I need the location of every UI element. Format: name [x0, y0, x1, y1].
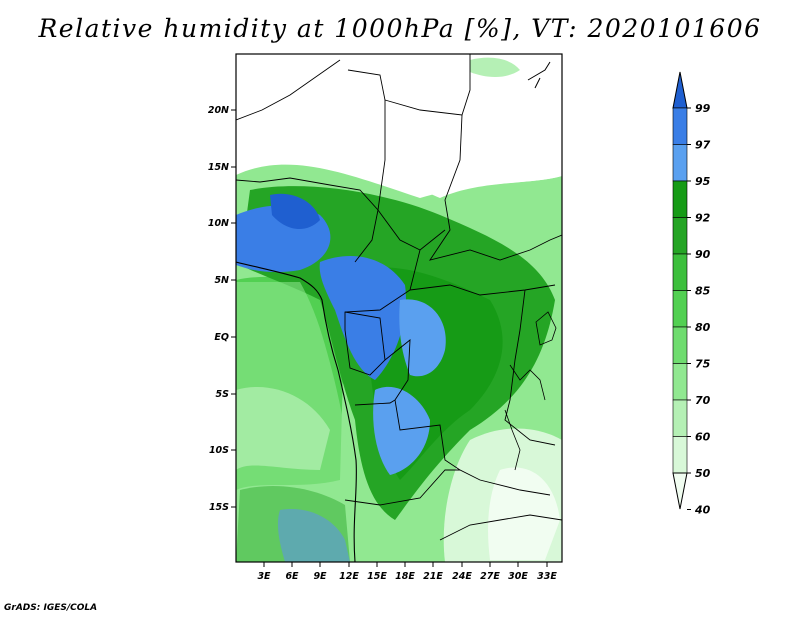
colorbar-label: 90 [695, 248, 711, 261]
lon-axis: 3E 6E 9E 12E 15E 18E 21E 24E 27E 30E 33E [257, 562, 557, 582]
colorbar-swatch [672, 217, 688, 255]
colorbar-label: 97 [695, 139, 711, 152]
colorbar-label: 50 [695, 467, 711, 480]
lat-label-10s: 10S [209, 445, 229, 456]
lon-label-6e: 6E [285, 571, 299, 582]
colorbar-swatch [672, 290, 688, 328]
lat-axis: 20N 15N 10N 5N EQ 5S 10S 15S [208, 105, 236, 513]
lat-label-20n: 20N [208, 105, 229, 116]
colorbar-swatch [672, 253, 688, 291]
lon-label-12e: 12E [339, 571, 359, 582]
lon-label-18e: 18E [395, 571, 415, 582]
colorbar-label: 85 [695, 285, 711, 298]
lat-label-eq: EQ [214, 332, 229, 343]
colorbar-label: 75 [695, 358, 711, 371]
lon-label-15e: 15E [367, 571, 387, 582]
lat-label-10n: 10N [208, 218, 229, 229]
colorbar-label: 92 [695, 212, 711, 225]
lat-label-15n: 15N [208, 162, 229, 173]
colorbar-label: 95 [695, 175, 711, 188]
colorbar-label: 80 [695, 321, 711, 334]
colorbar-swatch [672, 363, 688, 401]
colorbar-bottom-arrow [672, 472, 688, 510]
colorbar-swatch [672, 436, 688, 474]
lon-label-9e: 9E [313, 571, 327, 582]
colorbar-swatch [672, 326, 688, 364]
colorbar-label: 60 [695, 431, 711, 444]
colorbar-swatch [672, 144, 688, 182]
lat-label-5s: 5S [216, 389, 230, 400]
lon-label-33e: 33E [537, 571, 557, 582]
colorbar-swatch [672, 180, 688, 218]
map-panel [236, 54, 562, 562]
grads-credit: GrADS: IGES/COLA [4, 603, 98, 613]
map-frame [235, 53, 563, 563]
lon-label-27e: 27E [480, 571, 500, 582]
lon-label-24e: 24E [452, 571, 472, 582]
lat-label-5n: 5N [214, 275, 229, 286]
colorbar-label: 40 [694, 504, 711, 517]
colorbar-label: 99 [695, 102, 711, 115]
colorbar-swatch [672, 399, 688, 437]
lon-label-3e: 3E [257, 571, 271, 582]
colorbar-top-arrow [672, 71, 688, 109]
colorbar-label: 70 [695, 394, 711, 407]
chart-title: Relative humidity at 1000hPa [%], VT: 20… [38, 14, 762, 43]
lon-label-30e: 30E [508, 571, 528, 582]
lon-label-21e: 21E [423, 571, 443, 582]
colorbar-swatch [672, 107, 688, 145]
lat-label-15s: 15S [209, 502, 229, 513]
colorbar: 99 97 95 92 90 85 80 75 70 60 50 40 [672, 71, 711, 517]
